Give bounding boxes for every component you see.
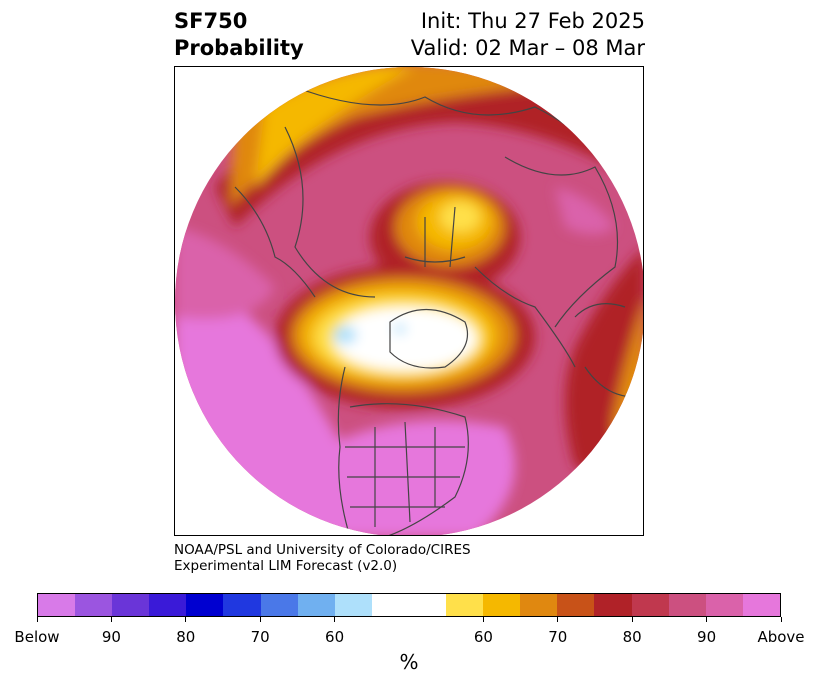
credit-line-2: Experimental LIM Forecast (v2.0) — [174, 558, 398, 574]
colorbar-segment — [260, 594, 298, 616]
polar-map — [174, 66, 644, 536]
colorbar-tick-mark — [706, 617, 708, 622]
colorbar-segment — [297, 594, 335, 616]
colorbar-tick-mark — [557, 617, 559, 622]
colorbar-tick-label: 90 — [697, 628, 717, 646]
colorbar-tick-label: 70 — [548, 628, 568, 646]
colorbar-segment — [483, 594, 521, 616]
colorbar-segment — [112, 594, 150, 616]
colorbar-tick-label: 60 — [325, 628, 345, 646]
colorbar-segment — [594, 594, 632, 616]
colorbar-tick-label: Below — [14, 628, 60, 646]
title-type: Probability — [174, 36, 304, 60]
colorbar-segment — [705, 594, 743, 616]
colorbar-segment — [520, 594, 558, 616]
colorbar-segment — [38, 594, 76, 616]
colorbar-tick-label: 80 — [176, 628, 196, 646]
colorbar-tick-mark — [631, 617, 633, 622]
init-date: Init: Thu 27 Feb 2025 — [420, 9, 645, 33]
colorbar-tick-label: Above — [757, 628, 805, 646]
colorbar-segment — [223, 594, 261, 616]
probability-map-svg — [175, 67, 643, 535]
colorbar-tick-label: 80 — [622, 628, 642, 646]
colorbar-tick-mark — [36, 617, 38, 622]
colorbar-tick-label: 60 — [473, 628, 493, 646]
colorbar-segment — [742, 594, 780, 616]
colorbar-tick-mark — [110, 617, 112, 622]
colorbar-tick-mark — [482, 617, 484, 622]
map-title: SF750 Probability — [174, 8, 304, 62]
colorbar-tick-label: 70 — [250, 628, 270, 646]
title-variable: SF750 — [174, 9, 248, 33]
colorbar-segment — [446, 594, 484, 616]
colorbar-tick-mark — [334, 617, 336, 622]
colorbar — [37, 593, 781, 617]
colorbar-tick-mark — [259, 617, 261, 622]
credit-line-1: NOAA/PSL and University of Colorado/CIRE… — [174, 542, 471, 558]
colorbar-tick-mark — [780, 617, 782, 622]
colorbar-segment — [149, 594, 187, 616]
colorbar-tick-mark — [185, 617, 187, 622]
colorbar-segment — [186, 594, 224, 616]
colorbar-segment — [334, 594, 372, 616]
probability-field — [175, 67, 643, 535]
colorbar-segment — [631, 594, 669, 616]
colorbar-segment — [668, 594, 706, 616]
colorbar-segment — [371, 594, 447, 616]
colorbar-segment — [75, 594, 113, 616]
colorbar-tick-label: 90 — [101, 628, 121, 646]
forecast-dates: Init: Thu 27 Feb 2025 Valid: 02 Mar – 08… — [330, 8, 645, 62]
valid-dates: Valid: 02 Mar – 08 Mar — [410, 36, 645, 60]
credit-text: NOAA/PSL and University of Colorado/CIRE… — [174, 542, 471, 574]
colorbar-unit: % — [399, 650, 419, 674]
colorbar-segment — [557, 594, 595, 616]
